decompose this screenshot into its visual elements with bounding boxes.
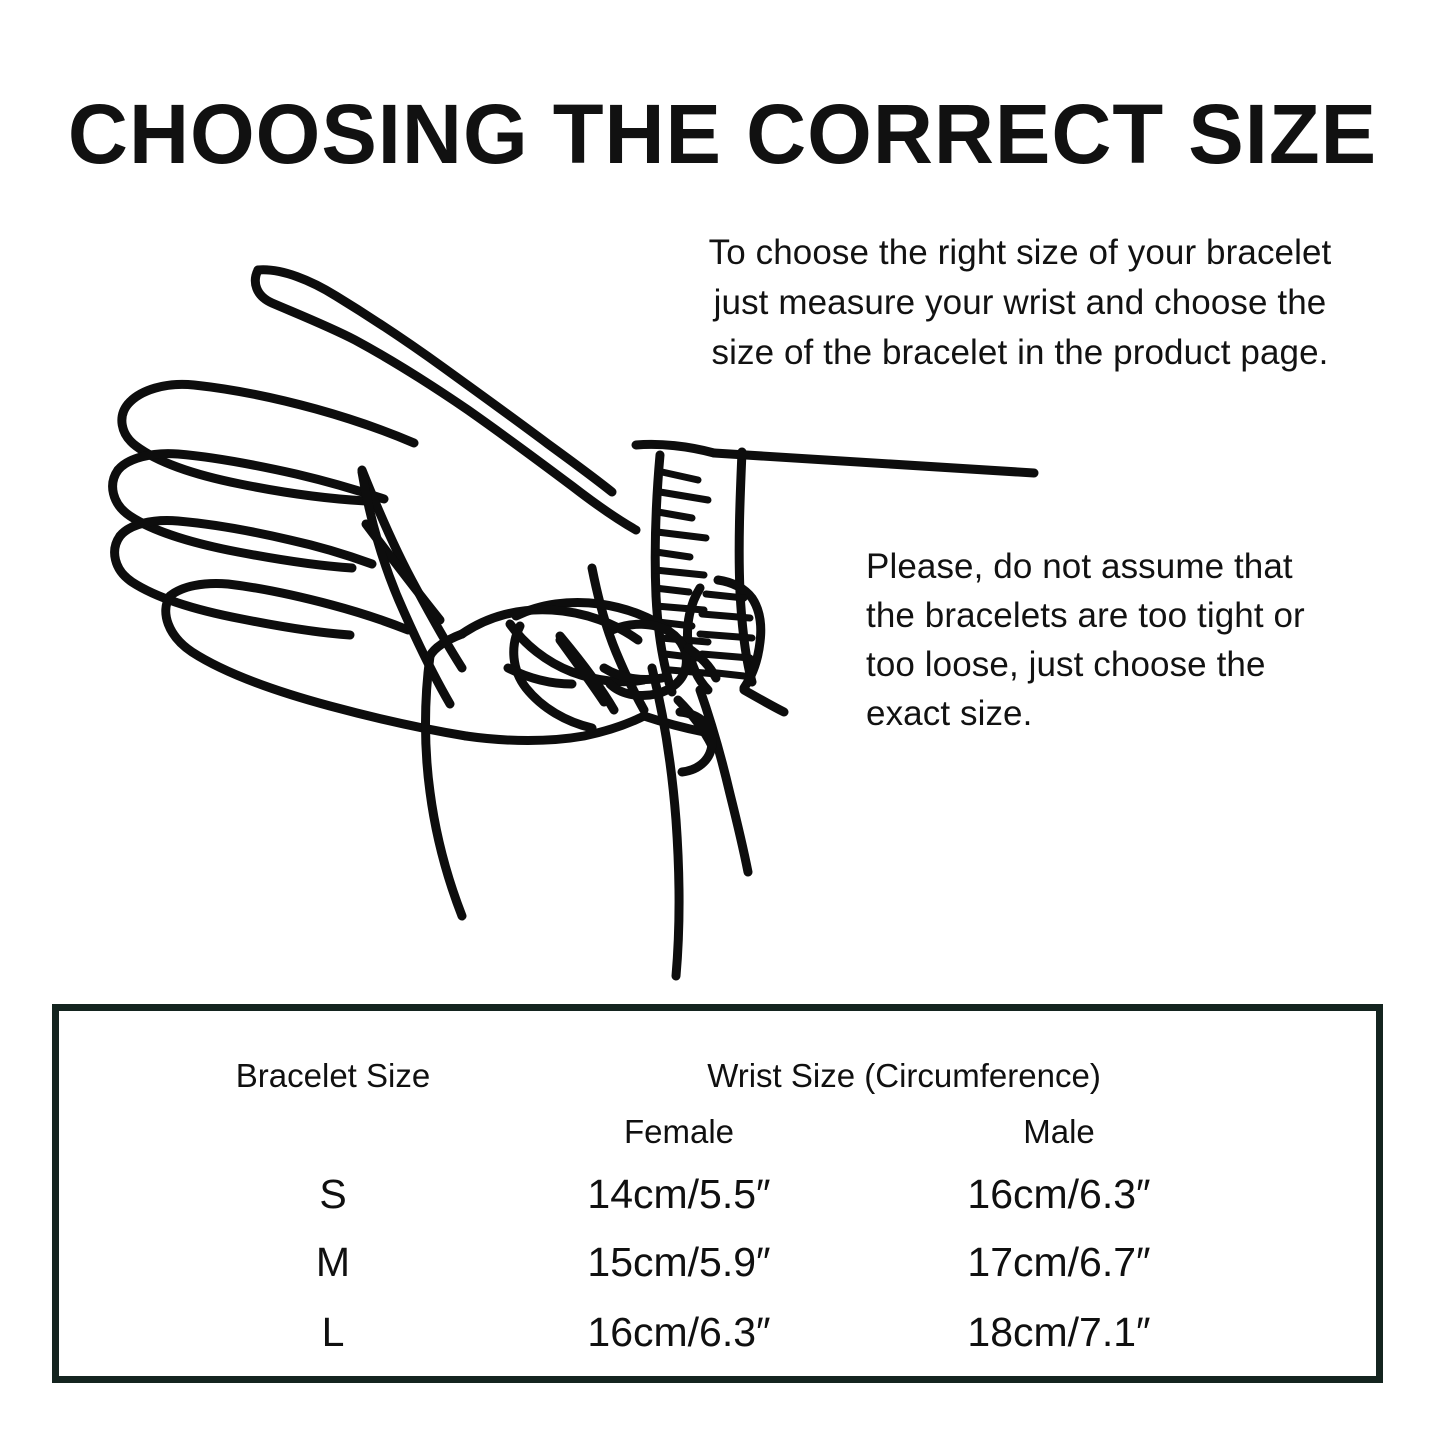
size-chart-table: Bracelet Size Wrist Size (Circumference)…	[52, 1004, 1383, 1383]
column-header-wrist-size: Wrist Size (Circumference)	[707, 1057, 1101, 1094]
note-paragraph: Please, do not assume that the bracelets…	[866, 547, 1305, 733]
table-row-female-value: 15cm/5.9″	[587, 1239, 771, 1285]
table-row-female-value: 14cm/5.5″	[587, 1171, 771, 1217]
table-row-male-value: 16cm/6.3″	[967, 1171, 1151, 1217]
column-header-male: Male	[1023, 1113, 1095, 1150]
table-row-male-value: 17cm/6.7″	[967, 1239, 1151, 1285]
page-title: CHOOSING THE CORRECT SIZE	[67, 87, 1378, 181]
table-row-size: S	[319, 1171, 347, 1217]
hand-with-measuring-tape-illustration	[108, 265, 1039, 981]
table-row-size: L	[321, 1309, 345, 1355]
table-row-size: M	[315, 1239, 351, 1285]
intro-paragraph: To choose the right size of your bracele…	[708, 233, 1332, 372]
table-row-male-value: 18cm/7.1″	[967, 1309, 1151, 1355]
column-header-bracelet-size: Bracelet Size	[235, 1057, 431, 1094]
column-header-female: Female	[623, 1113, 735, 1150]
table-row-female-value: 16cm/6.3″	[587, 1309, 771, 1355]
